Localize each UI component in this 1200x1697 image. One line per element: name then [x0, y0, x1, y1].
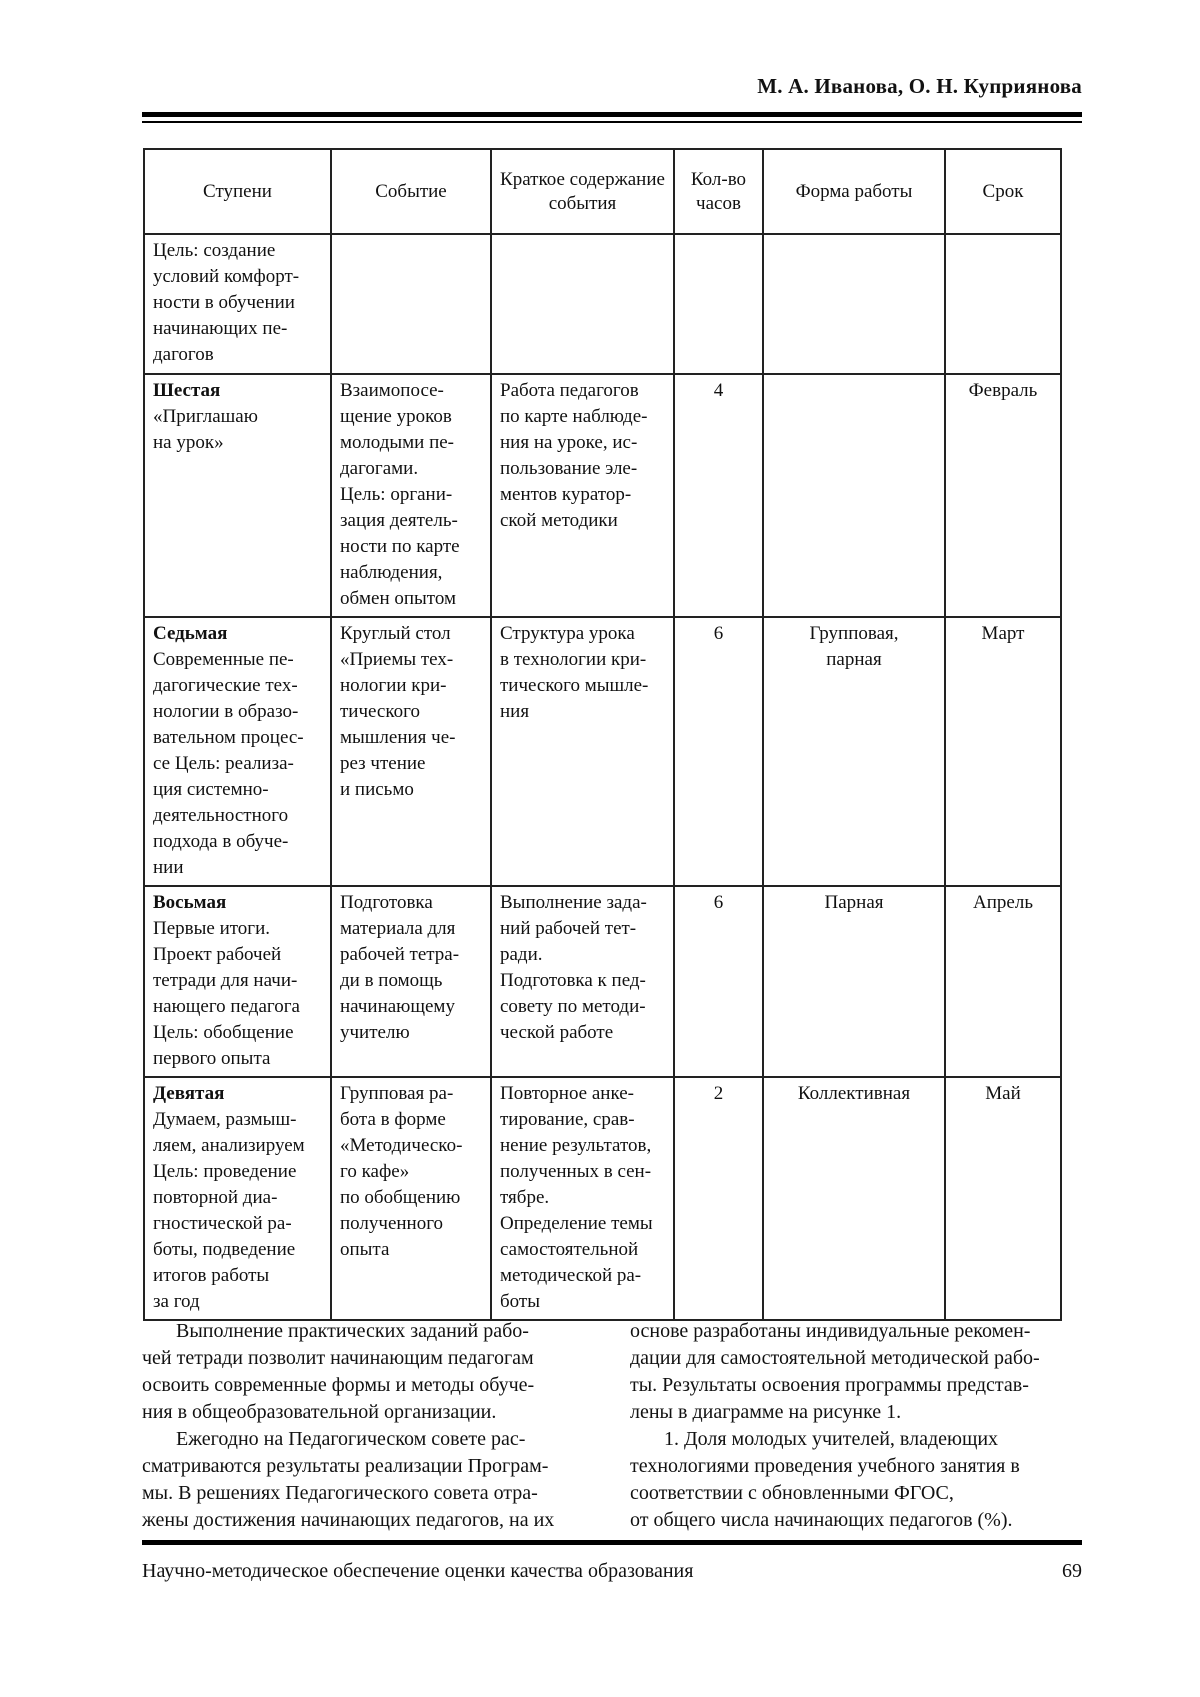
- column-header-event: Событие: [330, 148, 492, 235]
- page-header-authors: М. А. Иванова, О. Н. Куприянова: [757, 74, 1082, 98]
- cell-stage: Седьмая Современные пе- дагогические тех…: [143, 616, 332, 887]
- table-row: Восьмая Первые итоги. Проект рабочей тет…: [143, 885, 1062, 1078]
- cell-hours: 2: [673, 1076, 764, 1321]
- stage-text: «Приглашаю на урок»: [153, 406, 258, 453]
- cell-event: Круглый стол «Приемы тех- нологии кри- т…: [330, 616, 492, 887]
- footer-rule: [142, 1540, 1082, 1545]
- cell-summary: Структура урока в технологии кри- тическ…: [490, 616, 675, 887]
- cell-term: Март: [944, 616, 1062, 887]
- cell-stage: Цель: создание условий комфорт- ности в …: [143, 233, 332, 375]
- cell-form: [762, 233, 946, 375]
- column-header-hours: Кол-во часов: [673, 148, 764, 235]
- body-text-columns: Выполнение практических заданий рабо- че…: [142, 1318, 1082, 1534]
- cell-event: Групповая ра- бота в форме «Методическо-…: [330, 1076, 492, 1321]
- cell-summary: Выполнение зада- ний рабочей тет- ради. …: [490, 885, 675, 1078]
- paragraph: Выполнение практических заданий рабо- че…: [142, 1320, 535, 1423]
- stage-title: Шестая: [153, 380, 221, 401]
- column-header-summary: Краткое содержание события: [490, 148, 675, 235]
- stage-text: Первые итоги. Проект рабочей тетради для…: [153, 918, 300, 1069]
- table-row: Цель: создание условий комфорт- ности в …: [143, 233, 1062, 375]
- cell-term: Апрель: [944, 885, 1062, 1078]
- cell-summary: Повторное анке- тирование, срав- нение р…: [490, 1076, 675, 1321]
- cell-summary: Работа педагогов по карте наблюде- ния н…: [490, 373, 675, 618]
- paragraph: Ежегодно на Педагогическом совете рас- с…: [142, 1428, 555, 1531]
- table-header-row: Ступени Событие Краткое содержание событ…: [143, 148, 1062, 235]
- cell-form: Групповая, парная: [762, 616, 946, 887]
- cell-form: Коллективная: [762, 1076, 946, 1321]
- paragraph: 1. Доля молодых учителей, владеющих техн…: [630, 1428, 1020, 1531]
- footer-page-number: 69: [1062, 1560, 1082, 1582]
- column-header-form: Форма работы: [762, 148, 946, 235]
- header-rule-thick: [142, 112, 1082, 117]
- cell-event: Взаимопосе- щение уроков молодыми пе- да…: [330, 373, 492, 618]
- cell-term: Май: [944, 1076, 1062, 1321]
- stage-text: Думаем, размыш- ляем, анализируем Цель: …: [153, 1109, 305, 1312]
- program-schedule-table: Ступени Событие Краткое содержание событ…: [143, 148, 1062, 1321]
- cell-stage: Восьмая Первые итоги. Проект рабочей тет…: [143, 885, 332, 1078]
- footer-running-title: Научно-методическое обеспечение оценки к…: [142, 1560, 694, 1582]
- table-row: Шестая «Приглашаю на урок» Взаимопосе- щ…: [143, 373, 1062, 618]
- cell-summary: [490, 233, 675, 375]
- page-footer: Научно-методическое обеспечение оценки к…: [142, 1560, 1082, 1583]
- cell-stage: Шестая «Приглашаю на урок»: [143, 373, 332, 618]
- column-header-term: Срок: [944, 148, 1062, 235]
- table-row: Седьмая Современные пе- дагогические тех…: [143, 616, 1062, 887]
- body-column-left: Выполнение практических заданий рабо- че…: [142, 1318, 594, 1534]
- cell-form: Парная: [762, 885, 946, 1078]
- cell-term: [944, 233, 1062, 375]
- cell-term: Февраль: [944, 373, 1062, 618]
- cell-event: Подготовка материала для рабочей тетра- …: [330, 885, 492, 1078]
- stage-title: Седьмая: [153, 623, 228, 644]
- cell-stage: Девятая Думаем, размыш- ляем, анализируе…: [143, 1076, 332, 1321]
- cell-hours: 6: [673, 885, 764, 1078]
- stage-text: Современные пе- дагогические тех- нологи…: [153, 649, 304, 878]
- cell-form: [762, 373, 946, 618]
- header-rule-thin: [142, 121, 1082, 123]
- stage-title: Девятая: [153, 1083, 225, 1104]
- body-column-right: основе разработаны индивидуальные рекоме…: [630, 1318, 1082, 1534]
- cell-event: [330, 233, 492, 375]
- cell-hours: [673, 233, 764, 375]
- stage-text: Цель: создание условий комфорт- ности в …: [153, 240, 300, 365]
- column-header-stages: Ступени: [143, 148, 332, 235]
- stage-title: Восьмая: [153, 892, 227, 913]
- paragraph: основе разработаны индивидуальные рекоме…: [630, 1320, 1040, 1423]
- cell-hours: 6: [673, 616, 764, 887]
- cell-hours: 4: [673, 373, 764, 618]
- table-row: Девятая Думаем, размыш- ляем, анализируе…: [143, 1076, 1062, 1321]
